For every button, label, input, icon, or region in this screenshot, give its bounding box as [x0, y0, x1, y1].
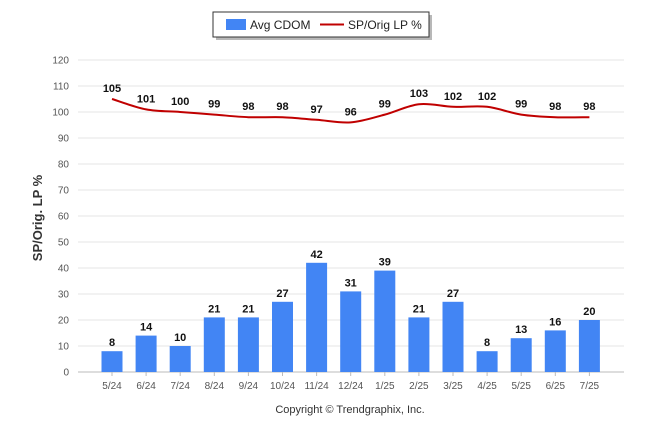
line-value-label: 100 [171, 96, 189, 108]
bar [340, 291, 362, 372]
sp-orig-lp-line [111, 98, 590, 124]
x-tick-label: 5/25 [511, 381, 531, 392]
bar-value-label: 14 [140, 322, 153, 334]
bar-value-label: 20 [583, 306, 595, 318]
bar-value-label: 31 [345, 277, 357, 289]
bar [306, 262, 328, 372]
bar-value-label: 16 [549, 316, 561, 328]
line-data-labels: 105 101 100 99 98 98 97 96 99 103 102 102 99 98 98 [103, 83, 596, 118]
line-value-label: 99 [379, 99, 391, 111]
line-value-label: 98 [549, 101, 561, 113]
bar-value-label: 10 [174, 332, 186, 344]
x-tick-label: 8/24 [205, 381, 225, 392]
y-axis-ticks: 0 10 20 30 40 50 60 70 80 90 100 110 120 [52, 56, 69, 379]
x-tick-label: 6/24 [136, 381, 156, 392]
line-value-label: 99 [208, 99, 220, 111]
y-axis-label: SP/Orig. LP % [30, 174, 45, 261]
bar-value-label: 21 [208, 303, 220, 315]
y-tick-label: 110 [53, 82, 69, 93]
y-tick-label: 60 [58, 212, 70, 223]
bar [442, 301, 464, 372]
line-value-label: 98 [242, 101, 254, 113]
bar-value-label: 21 [413, 303, 425, 315]
y-tick-label: 70 [58, 186, 70, 197]
bar-value-label: 27 [447, 288, 459, 300]
x-tick-label: 2/25 [409, 381, 429, 392]
bar [135, 335, 157, 372]
bar-value-label: 8 [484, 337, 490, 349]
bar [544, 330, 566, 372]
bar-value-label: 21 [242, 303, 254, 315]
bar [374, 270, 396, 372]
bar [510, 338, 532, 372]
line-value-label: 102 [478, 91, 496, 103]
line-value-label: 103 [410, 88, 428, 100]
line-value-label: 102 [444, 91, 462, 103]
bar [237, 317, 259, 372]
y-tick-label: 10 [58, 342, 70, 353]
x-tick-label: 5/24 [102, 381, 122, 392]
x-tick-label: 7/24 [170, 381, 190, 392]
x-axis-ticks: 5/24 6/24 7/24 8/24 9/24 10/24 11/24 12/24 1/25 2… [102, 372, 600, 392]
line-value-label: 98 [276, 101, 288, 113]
line-value-label: 101 [137, 93, 155, 105]
legend: Avg CDOM SP/Orig LP % [212, 11, 432, 40]
line-value-label: 97 [310, 104, 322, 116]
gridlines [78, 59, 624, 373]
bar-data-labels: 8 14 10 21 21 27 42 31 39 21 27 8 13 16 20 [109, 249, 596, 349]
bar [169, 346, 191, 372]
x-tick-label: 3/25 [443, 381, 463, 392]
x-tick-label: 1/25 [375, 381, 395, 392]
x-tick-label: 6/25 [546, 381, 566, 392]
line-value-label: 96 [345, 106, 357, 118]
bar [203, 317, 225, 372]
y-tick-label: 30 [58, 290, 70, 301]
x-tick-label: 12/24 [338, 381, 363, 392]
x-tick-label: 4/25 [477, 381, 497, 392]
x-tick-label: 9/24 [239, 381, 259, 392]
line-series [111, 98, 590, 124]
y-tick-label: 40 [58, 264, 70, 275]
bar-value-label: 13 [515, 324, 527, 336]
bar [408, 317, 430, 372]
legend-label-sp-orig-lp: SP/Orig LP % [348, 18, 422, 32]
bar [578, 320, 600, 372]
bar [272, 301, 293, 372]
y-tick-label: 20 [58, 316, 70, 327]
copyright-text: Copyright © Trendgraphix, Inc. [275, 404, 424, 416]
bar-value-label: 42 [310, 249, 322, 261]
y-tick-label: 90 [58, 134, 70, 145]
legend-swatch-avg-cdom [226, 19, 246, 30]
y-tick-label: 120 [52, 56, 69, 67]
y-tick-label: 100 [52, 108, 69, 119]
bar [476, 351, 498, 372]
line-value-label: 98 [583, 101, 595, 113]
line-value-label: 99 [515, 99, 527, 111]
legend-label-avg-cdom: Avg CDOM [250, 18, 310, 32]
line-value-label: 105 [103, 83, 121, 95]
x-tick-label: 7/25 [580, 381, 600, 392]
y-tick-label: 50 [58, 238, 70, 249]
bar-value-label: 27 [276, 288, 288, 300]
bar-value-label: 39 [379, 257, 391, 269]
bar-series [101, 262, 600, 372]
y-tick-label: 0 [63, 368, 69, 379]
bar-value-label: 8 [109, 337, 115, 349]
x-tick-label: 10/24 [270, 381, 295, 392]
x-tick-label: 11/24 [304, 381, 329, 392]
y-tick-label: 80 [58, 160, 70, 171]
bar [101, 351, 123, 372]
